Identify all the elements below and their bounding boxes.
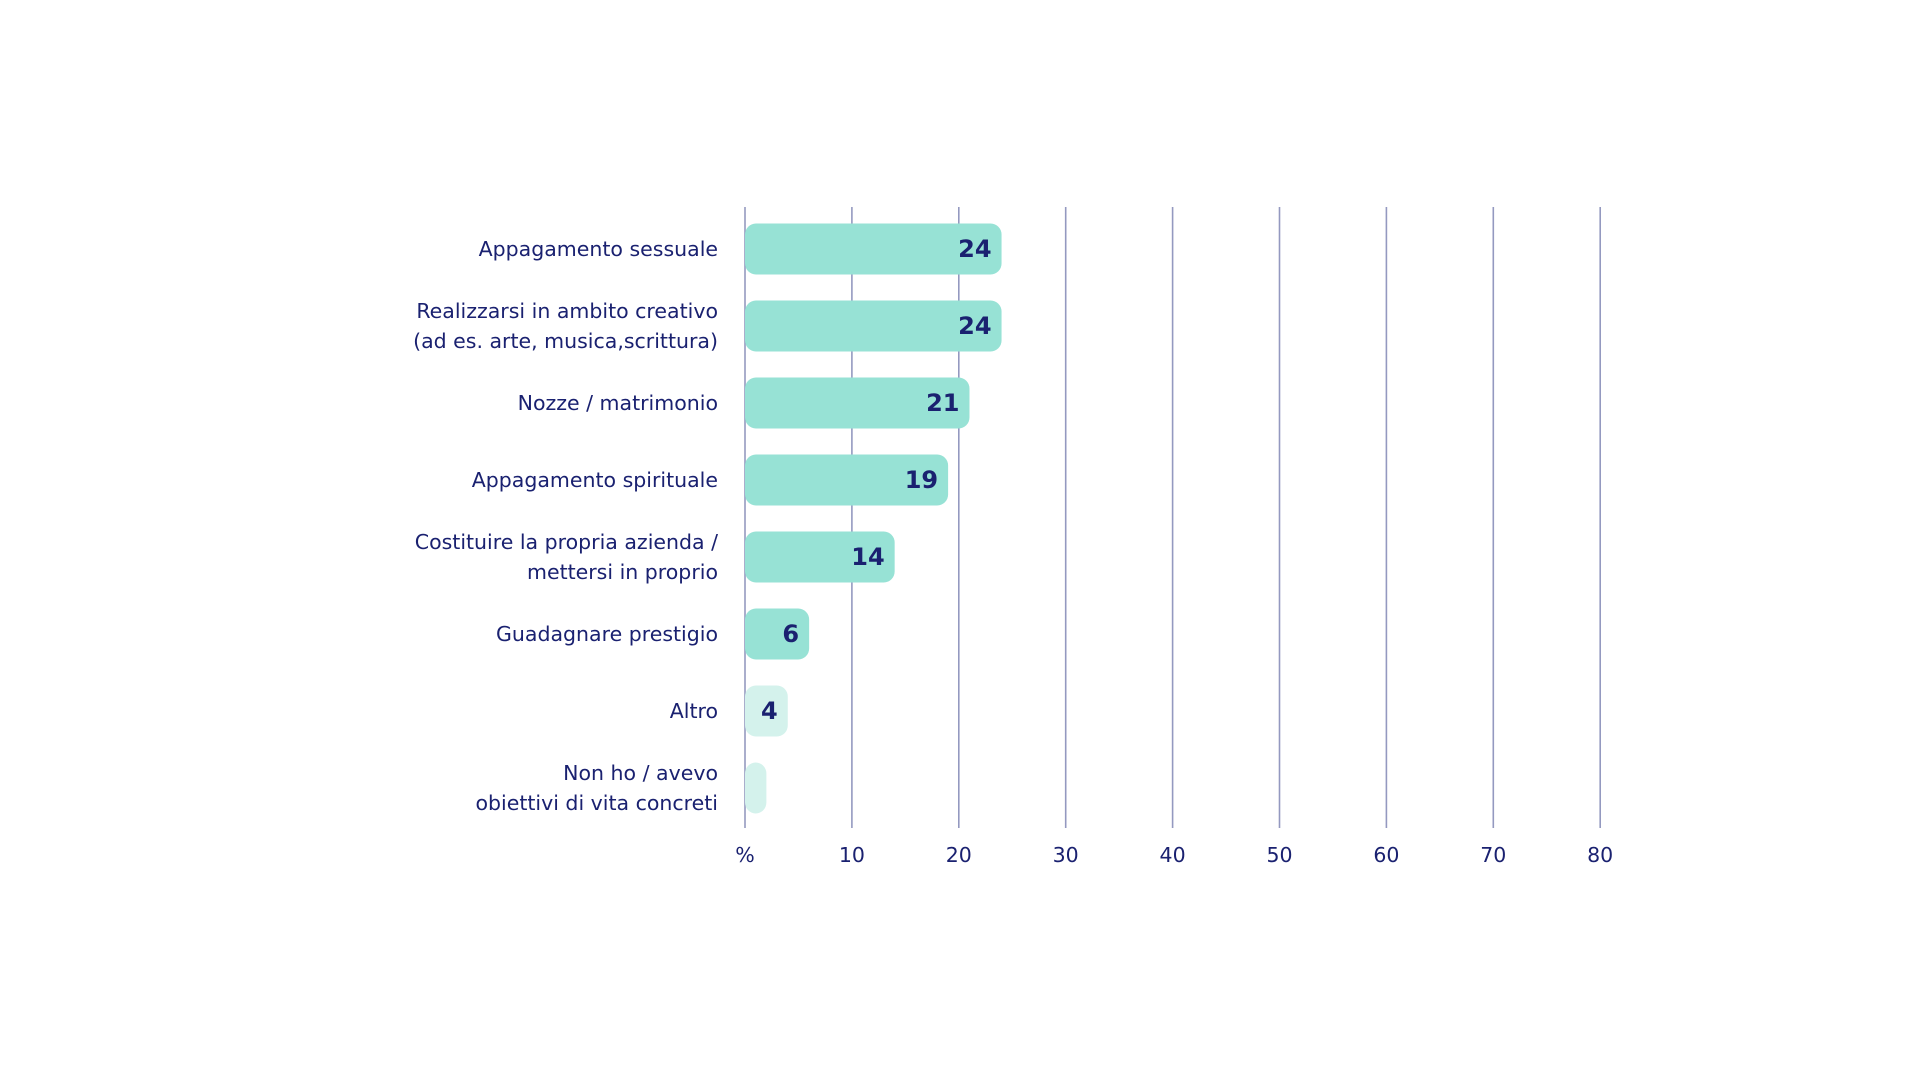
bar-value-label: 14	[851, 543, 884, 571]
bar-value-label: 21	[926, 389, 959, 417]
bar	[745, 223, 1002, 275]
category-label: Guadagnare prestigio	[496, 622, 718, 646]
x-axis-ticks: % 10 20 30 40 50 60 70 80	[735, 843, 1613, 867]
x-tick-label: 30	[1053, 843, 1079, 867]
grid-lines	[744, 207, 1601, 828]
bar	[745, 762, 767, 814]
x-tick-label: 60	[1373, 843, 1399, 867]
category-label: Altro	[670, 699, 718, 723]
x-tick-label: 20	[946, 843, 972, 867]
category-label: Non ho / avevo	[563, 761, 718, 785]
bar	[745, 685, 788, 737]
x-tick-label: 70	[1480, 843, 1506, 867]
category-label: Appagamento sessuale	[479, 237, 718, 261]
bar-value-label: 24	[958, 312, 991, 340]
x-tick-label: 10	[839, 843, 865, 867]
bar-value-label: 24	[958, 235, 991, 263]
bar-value-label: 4	[761, 697, 778, 725]
bar	[745, 454, 949, 506]
x-tick-label: 50	[1266, 843, 1292, 867]
bars: 24 24 21 19 14 6 4	[745, 223, 1002, 814]
x-tick-label: 80	[1587, 843, 1613, 867]
bar-value-label: 19	[905, 466, 938, 494]
category-label: (ad es. arte, musica,scrittura)	[413, 329, 718, 353]
category-label: Realizzarsi in ambito creativo	[416, 299, 718, 323]
bar	[745, 377, 970, 429]
category-label: Appagamento spirituale	[472, 468, 718, 492]
bar-value-label: 6	[782, 620, 799, 648]
category-label: mettersi in proprio	[527, 560, 718, 584]
category-label: obiettivi di vita concreti	[475, 791, 718, 815]
bar	[745, 300, 1002, 352]
category-labels: Appagamento sessuale Realizzarsi in ambit…	[413, 237, 718, 815]
category-label: Costituire la propria azienda /	[415, 530, 718, 554]
bar	[745, 608, 810, 660]
bar	[745, 531, 895, 583]
x-tick-label: %	[735, 843, 754, 867]
category-label: Nozze / matrimonio	[518, 391, 718, 415]
x-tick-label: 40	[1160, 843, 1186, 867]
